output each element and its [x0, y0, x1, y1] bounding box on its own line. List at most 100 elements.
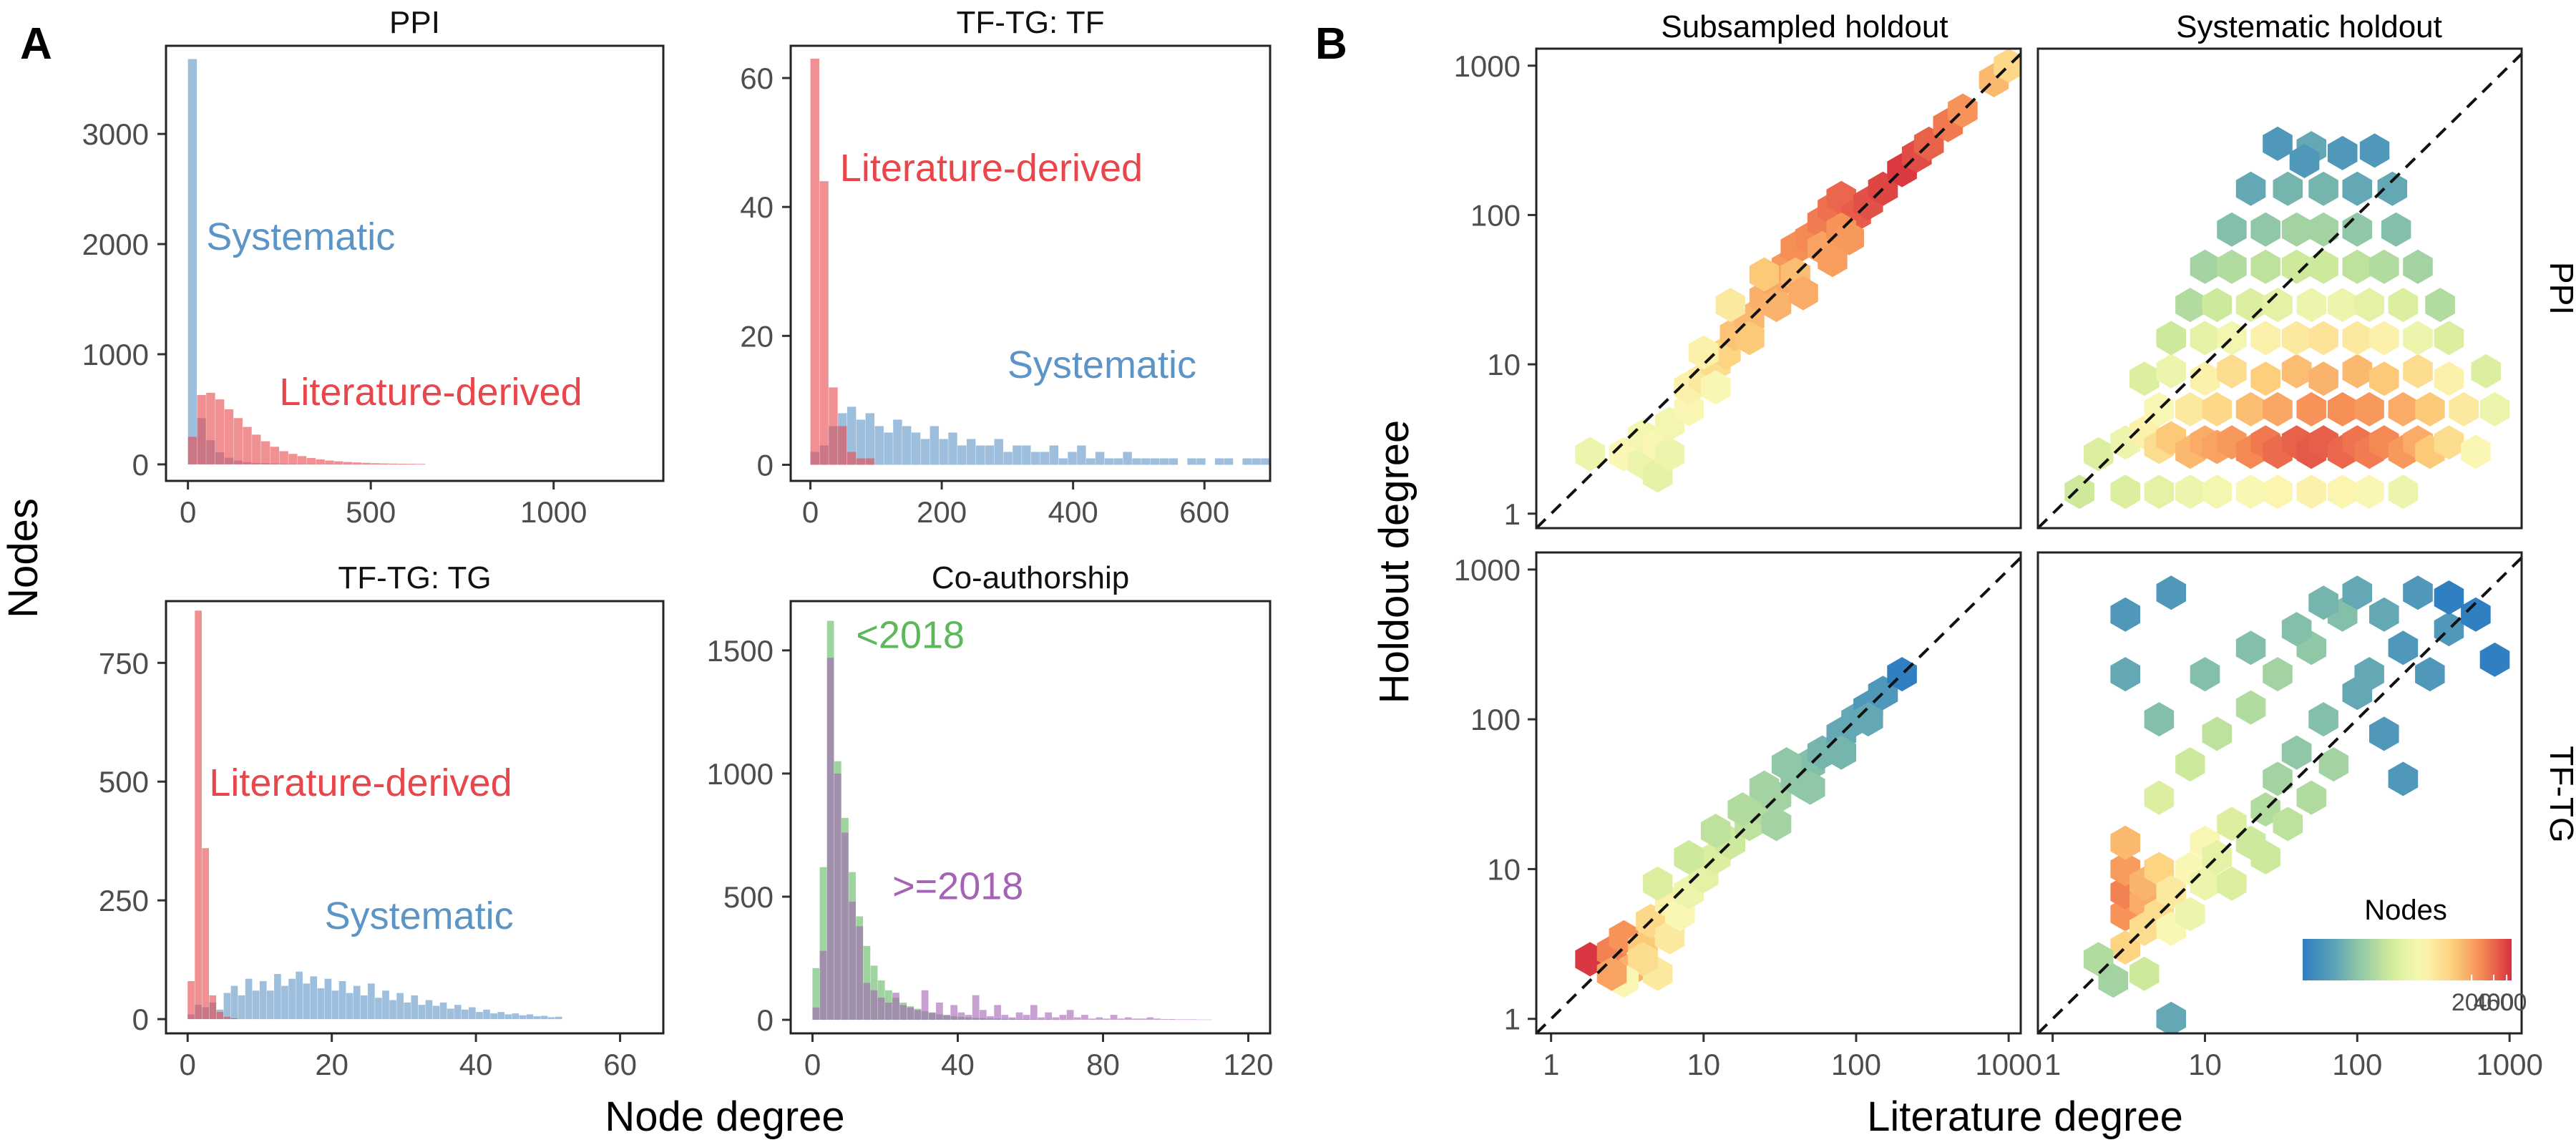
hex-cell — [1735, 321, 1765, 356]
histogram-bar — [526, 1014, 534, 1020]
histogram-bar — [1159, 458, 1169, 465]
histogram-bar — [469, 1007, 476, 1020]
histogram-bar — [948, 432, 957, 465]
hex-cell — [2263, 288, 2293, 323]
hex-cell — [1826, 735, 1857, 770]
hex-cell — [2434, 361, 2464, 396]
histogram-bar — [202, 848, 210, 1020]
hex-cell — [2461, 434, 2491, 469]
histogram-bar — [490, 1013, 497, 1020]
histogram-bar — [279, 451, 288, 464]
hex-cell — [2403, 249, 2433, 284]
histogram-bar — [483, 1009, 490, 1020]
histogram-bar — [382, 990, 389, 1020]
histogram-bar — [1073, 1017, 1081, 1020]
histogram-bar — [826, 658, 834, 1020]
hex-cell — [2250, 839, 2280, 874]
histogram-bar — [1040, 452, 1050, 465]
histogram-bar — [504, 1014, 512, 1020]
hex-cell — [2296, 288, 2326, 323]
panel-label-b: B — [1315, 19, 1347, 69]
hex-cell — [2235, 171, 2266, 206]
x-tick-label: 1 — [1543, 1048, 1559, 1081]
hex-cell — [1727, 792, 1757, 827]
hex-cell — [2415, 657, 2445, 692]
histogram-bar — [1261, 458, 1270, 465]
histogram-bar — [1015, 1012, 1023, 1020]
histogram-bar — [447, 1008, 454, 1020]
hexbin-systematic-holdout-ppi — [2038, 49, 2522, 528]
legend-title: Nodes — [2364, 895, 2447, 926]
x-tick-label: 600 — [1179, 495, 1229, 529]
hex-cell — [2175, 288, 2205, 323]
histogram-bar — [819, 867, 827, 1020]
histogram-bar — [856, 458, 866, 465]
histogram-bar — [1001, 1015, 1009, 1020]
hexbin-subsampled-holdout-tf-tg: 1 10 100 1000 1 10 100 1000 — [1454, 552, 2042, 1081]
histogram-bar — [334, 461, 343, 464]
y-tick-label: 100 — [1470, 703, 1521, 736]
identity-diagonal — [1536, 556, 2021, 1033]
hex-cell — [2190, 321, 2220, 356]
histogram-bar — [187, 437, 197, 464]
plot-frame — [789, 44, 1272, 482]
hex-cell — [2327, 474, 2358, 510]
hex-cell — [2110, 597, 2140, 632]
hex-cell — [2296, 391, 2326, 427]
annotation-literature-derived: Literature-derived — [279, 371, 582, 414]
hex-cell — [2369, 361, 2399, 396]
histogram-bar — [317, 988, 325, 1020]
histogram-bar — [252, 990, 260, 1020]
histogram-bar — [812, 1007, 820, 1020]
hex-cell — [1761, 807, 1792, 842]
series-2018 — [812, 658, 1212, 1020]
hex-cell — [2144, 474, 2175, 510]
histogram-bar — [368, 983, 375, 1020]
hex-cell — [2308, 585, 2338, 620]
hexbin-subsampled-holdout-ppi: 1 10 100 1000 — [1454, 49, 2021, 531]
histogram-bar — [1117, 1018, 1125, 1020]
y-tick-label: 500 — [723, 880, 774, 914]
histogram-bar — [921, 990, 929, 1020]
hex-cell — [1749, 257, 1780, 292]
hex-cell — [2281, 354, 2312, 389]
histogram-bar — [834, 773, 841, 1020]
plot-background — [166, 46, 663, 481]
histogram-bar — [497, 1012, 504, 1020]
histogram-bar — [1168, 1019, 1176, 1020]
histogram-bar — [371, 463, 380, 464]
histogram-bar — [907, 1007, 914, 1020]
hex-cell — [2281, 249, 2312, 284]
histogram-bar — [1030, 1005, 1038, 1020]
hex-cell — [2175, 747, 2205, 782]
histogram-bar — [396, 993, 404, 1020]
hex-cell — [1749, 770, 1780, 805]
histogram-bar — [1030, 452, 1040, 465]
histogram-bar — [1095, 452, 1105, 465]
histogram-bar — [197, 394, 206, 464]
histogram-bar — [540, 1015, 548, 1020]
histogram-bar — [1081, 1015, 1088, 1020]
hex-cell — [2175, 474, 2205, 510]
x-tick-label: 400 — [1048, 495, 1098, 529]
hex-cell — [2263, 474, 2293, 510]
histogram-bar — [865, 413, 875, 465]
hex-cell — [2064, 474, 2094, 510]
histogram-bar — [476, 1012, 483, 1020]
histogram-bar — [920, 439, 930, 465]
hex-cell — [2190, 249, 2220, 284]
histogram-bar — [519, 1015, 527, 1020]
hex-cell — [2156, 874, 2186, 910]
histogram-bar — [870, 990, 878, 1020]
histogram-bar — [884, 1002, 892, 1020]
histogram-bar — [1214, 458, 1224, 465]
x-tick-label: 0 — [180, 1048, 196, 1081]
histogram-bar — [841, 832, 849, 1020]
hex-cell — [2263, 761, 2293, 796]
annotation-systematic: Systematic — [1008, 344, 1196, 386]
hex-cell — [2388, 474, 2419, 510]
histogram-bar — [389, 1000, 396, 1020]
histogram-bar — [1161, 1019, 1169, 1020]
histogram-bar — [1045, 1012, 1053, 1020]
